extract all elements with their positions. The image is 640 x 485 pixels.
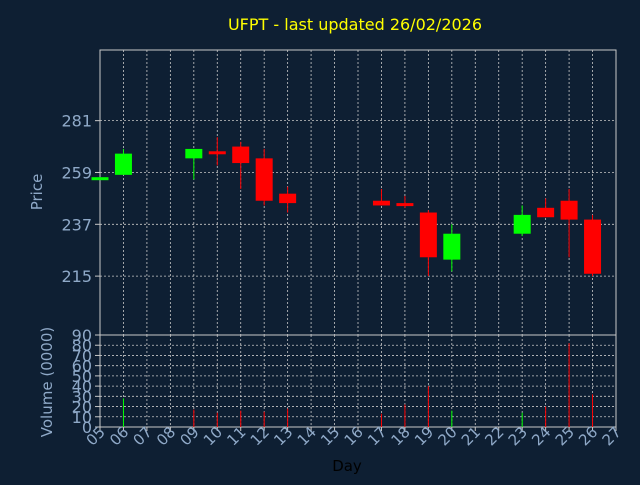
candle-body <box>396 203 414 207</box>
price-axis-label: Price <box>28 174 46 211</box>
candle-body <box>513 214 531 234</box>
candle-body <box>443 233 461 260</box>
volume-axis-label: Volume (0000) <box>38 327 56 437</box>
candle-body <box>560 200 578 220</box>
volume-tick-label: 0 <box>82 418 92 437</box>
candle-body <box>114 153 132 175</box>
price-panel-frame <box>99 49 617 336</box>
x-axis: 0506070809101112131415161718192021222324… <box>83 423 625 449</box>
candle-body <box>372 200 390 206</box>
price-tick-label: 259 <box>61 163 92 182</box>
chart-title: UFPT - last updated 26/02/2026 <box>228 15 482 34</box>
volume-tick-label: 90 <box>72 326 92 345</box>
volume-tick-label: 80 <box>72 336 92 355</box>
price-tick-label: 215 <box>61 267 92 286</box>
volume-tick-label: 10 <box>72 408 92 427</box>
volume-tick-label: 70 <box>72 346 92 365</box>
volume-tick-label: 50 <box>72 367 92 386</box>
price-tick-label: 281 <box>61 112 92 131</box>
volume-tick-label: 30 <box>72 387 92 406</box>
volume-tick-label: 20 <box>72 398 92 417</box>
candle-body <box>91 177 109 181</box>
candle-body <box>584 219 602 274</box>
volume-tick-label: 40 <box>72 377 92 396</box>
candle-body <box>419 212 437 258</box>
volume-tick-label: 60 <box>72 357 92 376</box>
price-tick-label: 237 <box>61 215 92 234</box>
price-panel: 215 237 259 281 <box>61 49 617 336</box>
candle-body <box>232 146 250 164</box>
x-axis-label: Day <box>332 457 362 475</box>
candle-body <box>279 193 297 204</box>
candle-body <box>255 158 273 201</box>
candle-body <box>537 207 555 218</box>
candle-body <box>208 151 226 155</box>
candle-body <box>185 148 203 159</box>
